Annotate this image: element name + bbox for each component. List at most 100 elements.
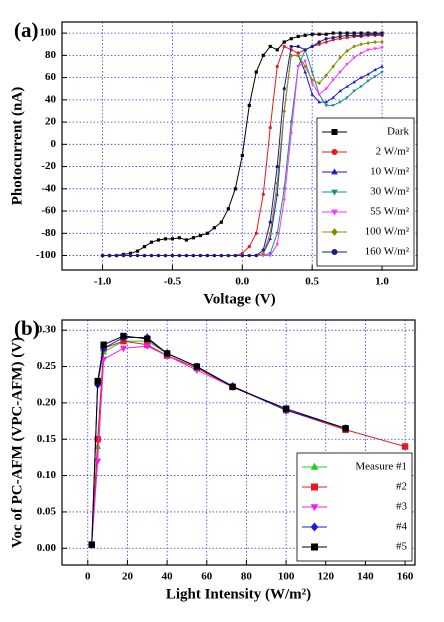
data-point — [296, 34, 300, 39]
legend-marker — [310, 522, 319, 532]
y-tick-label: 80 — [45, 49, 57, 61]
data-point — [128, 253, 133, 258]
data-point — [303, 59, 307, 63]
data-point — [275, 181, 279, 186]
data-point — [149, 240, 154, 244]
data-point — [324, 32, 328, 36]
data-point — [345, 84, 349, 88]
data-point — [198, 253, 202, 258]
data-point — [261, 254, 266, 258]
data-point — [229, 383, 236, 391]
data-point — [240, 251, 244, 255]
data-point — [156, 253, 161, 258]
data-point — [338, 89, 342, 93]
data-point — [282, 44, 286, 49]
data-point — [177, 236, 182, 240]
data-point — [317, 32, 321, 36]
x-tick-label: 80 — [241, 571, 253, 583]
data-point — [331, 31, 335, 35]
data-point — [212, 253, 216, 258]
data-point — [170, 253, 175, 258]
data-point — [366, 79, 370, 83]
data-point — [345, 35, 349, 40]
y-tick-label: 20 — [45, 116, 57, 128]
data-point — [338, 100, 342, 104]
data-point — [289, 131, 293, 136]
data-point — [240, 253, 244, 258]
data-point — [331, 38, 335, 42]
y-tick-label: 0 — [51, 138, 57, 150]
data-point — [380, 32, 384, 36]
data-point — [268, 236, 273, 241]
panel-label: (a) — [14, 18, 39, 42]
data-point — [268, 252, 273, 256]
data-point — [359, 51, 363, 56]
x-tick-label: 140 — [357, 571, 374, 583]
y-tick-label: -20 — [41, 160, 56, 172]
data-point — [359, 31, 363, 35]
x-axis-title: Light Intensity (W/m²) — [166, 586, 311, 602]
data-point — [331, 104, 335, 108]
data-point — [121, 253, 126, 258]
data-point — [247, 103, 251, 108]
data-point — [135, 253, 140, 258]
legend-marker — [331, 129, 338, 135]
y-tick-label: -40 — [41, 182, 56, 194]
data-point — [401, 443, 409, 450]
y-axis-title: Voc of PC-AFM (VPC-AFM) (V) — [9, 337, 25, 548]
data-point — [219, 220, 223, 224]
data-point — [149, 253, 154, 258]
legend-marker — [310, 462, 319, 470]
data-point — [144, 335, 151, 343]
y-tick-label: 0.15 — [37, 433, 57, 445]
legend: Dark 2 W/m² 10 W/m² 30 W/m² 55 W/m² 100 W/m² 1… — [316, 117, 415, 267]
data-point — [88, 541, 95, 548]
data-point — [331, 35, 335, 40]
data-point — [268, 44, 272, 49]
data-point — [198, 233, 202, 238]
legend-label: Dark — [387, 126, 409, 138]
legend-label: 160 W/m² — [365, 246, 410, 258]
data-point — [324, 40, 328, 44]
data-point — [317, 93, 321, 97]
legend-marker — [331, 249, 338, 255]
data-point — [366, 48, 370, 52]
x-tick-label: 60 — [201, 571, 213, 583]
x-tick-label: 0 — [85, 571, 91, 583]
data-point — [366, 72, 370, 76]
data-point — [268, 231, 273, 236]
data-point — [345, 31, 349, 35]
data-point — [380, 64, 384, 68]
y-axis-title: Photocurrent (nA) — [9, 87, 25, 205]
x-tick-label: 120 — [318, 571, 335, 583]
data-point — [275, 232, 279, 236]
legend-label: Measure #1 — [355, 461, 407, 473]
data-point — [352, 44, 356, 49]
y-tick-label: 0.00 — [37, 542, 57, 554]
legend-marker — [331, 228, 338, 236]
data-point — [303, 64, 307, 69]
data-point — [296, 53, 300, 58]
data-point — [303, 33, 307, 37]
data-point — [254, 253, 258, 258]
y-tick-label: 0.20 — [37, 396, 57, 408]
data-point — [296, 65, 300, 69]
legend-marker — [331, 149, 338, 155]
data-point — [94, 377, 101, 385]
data-point — [303, 70, 307, 74]
data-point — [317, 42, 321, 46]
data-point — [135, 249, 140, 253]
data-point — [331, 64, 335, 69]
data-point — [233, 253, 237, 258]
legend-label: 30 W/m² — [370, 186, 410, 198]
data-point — [142, 245, 147, 249]
data-point — [352, 80, 356, 84]
legend-label: 55 W/m² — [370, 206, 410, 218]
legend-label: 10 W/m² — [370, 166, 410, 178]
data-point — [324, 73, 328, 78]
data-point — [373, 39, 377, 45]
data-point — [163, 253, 168, 258]
data-point — [310, 32, 314, 36]
data-point — [177, 253, 182, 258]
legend-label: #4 — [396, 521, 408, 533]
